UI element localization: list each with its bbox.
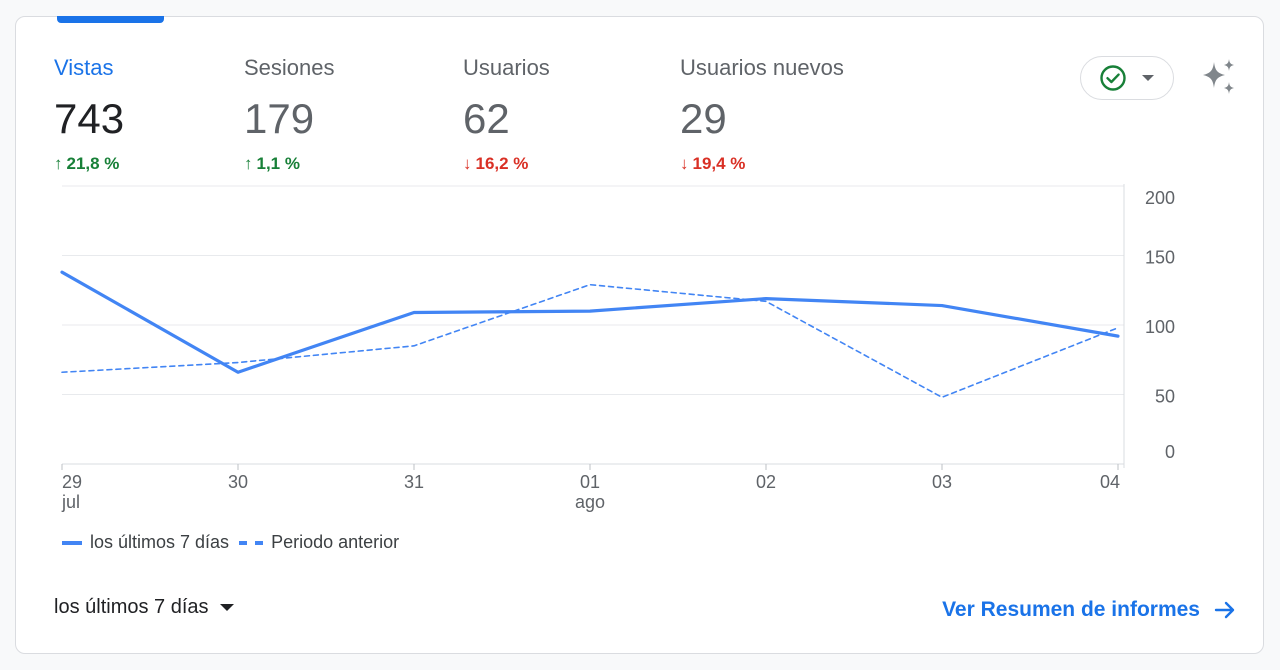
y-tick-label: 0	[1165, 442, 1175, 462]
metric-label: Sesiones	[244, 55, 335, 80]
metric-change: ↓ 16,2 %	[463, 154, 550, 174]
x-tick-label: 30	[228, 472, 248, 492]
metric-tab-sesiones[interactable]: Sesiones 179 ↑ 1,1 %	[244, 52, 335, 174]
x-tick-label: 02	[756, 472, 776, 492]
legend-item-current: los últimos 7 días	[62, 532, 229, 553]
legend-label-current: los últimos 7 días	[90, 532, 230, 552]
chart-legend: los últimos 7 días Periodo anterior	[62, 532, 409, 553]
metric-tab-vistas[interactable]: Vistas 743 ↑ 21,8 %	[54, 52, 124, 174]
date-range-label: los últimos 7 días	[54, 596, 209, 618]
metric-tab-usuarios-nuevos[interactable]: Usuarios nuevos 29 ↓ 19,4 %	[680, 52, 844, 174]
x-tick-sublabel: ago	[575, 492, 605, 512]
metric-change: ↑ 1,1 %	[244, 154, 335, 174]
x-tick-sublabel: jul	[61, 492, 80, 512]
summary-card	[15, 16, 1264, 654]
metric-value: 62	[463, 95, 510, 142]
metric-value: 179	[244, 95, 315, 142]
metric-change-value: 1,1 %	[256, 154, 300, 173]
y-tick-label: 100	[1145, 317, 1175, 337]
caret-down-icon	[1142, 75, 1154, 81]
metric-change: ↑ 21,8 %	[54, 154, 124, 174]
metric-value: 29	[680, 95, 727, 142]
x-tick-label: 31	[404, 472, 424, 492]
y-tick-label: 50	[1155, 387, 1175, 407]
x-tick-label: 29	[62, 472, 82, 492]
check-circle-icon	[1100, 65, 1126, 91]
caret-down-icon	[219, 604, 234, 611]
metric-label: Usuarios	[463, 55, 550, 80]
arrow-up-icon: ↑	[54, 154, 63, 173]
x-tick-label: 01	[580, 472, 600, 492]
compare-dropdown-button[interactable]	[1080, 56, 1174, 100]
solid-line-swatch	[62, 540, 82, 545]
previous-period-line	[61, 283, 1119, 399]
arrow-right-icon	[1214, 601, 1235, 619]
y-tick-label: 150	[1145, 248, 1175, 268]
x-tick-label: 03	[932, 472, 952, 492]
arrow-down-icon: ↓	[463, 154, 472, 173]
arrow-up-icon: ↑	[244, 154, 253, 173]
x-tick-label: 04	[1100, 472, 1120, 492]
y-tick-label: 200	[1145, 188, 1175, 208]
legend-item-previous: Periodo anterior	[239, 532, 399, 553]
active-tab-indicator	[57, 16, 164, 23]
metric-label: Vistas	[54, 55, 114, 80]
dashed-line-swatch	[239, 540, 264, 545]
metric-tab-usuarios[interactable]: Usuarios 62 ↓ 16,2 %	[463, 52, 550, 174]
date-range-dropdown[interactable]: los últimos 7 días	[54, 596, 235, 619]
legend-label-previous: Periodo anterior	[271, 532, 400, 552]
current-period-line	[60, 270, 1120, 374]
metric-label: Usuarios nuevos	[680, 55, 844, 80]
metric-value: 743	[54, 95, 125, 142]
arrow-down-icon: ↓	[680, 154, 689, 173]
view-reports-link[interactable]: Ver Resumen de informes	[942, 598, 1236, 622]
metric-change-value: 16,2 %	[475, 154, 529, 173]
metric-change-value: 21,8 %	[66, 154, 120, 173]
metric-change-value: 19,4 %	[692, 154, 746, 173]
metric-change: ↓ 19,4 %	[680, 154, 844, 174]
sparkle-icon[interactable]	[1200, 58, 1238, 96]
report-link-label: Ver Resumen de informes	[942, 598, 1200, 621]
